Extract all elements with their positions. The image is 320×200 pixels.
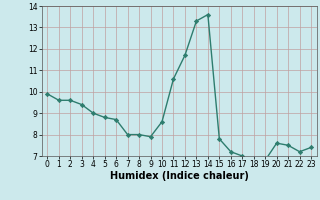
X-axis label: Humidex (Indice chaleur): Humidex (Indice chaleur) — [110, 171, 249, 181]
